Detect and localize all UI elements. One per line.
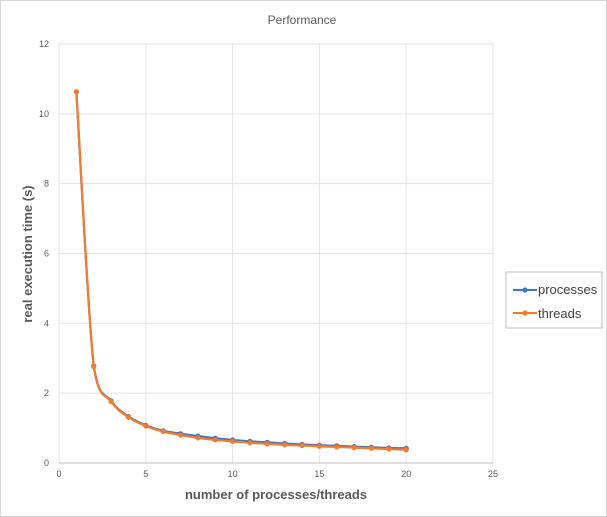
data-point-threads [177,432,184,438]
x-tick-label: 5 [143,469,148,479]
legend-box [505,271,603,329]
legend-processes-label: processes [538,282,598,297]
y-tick-label: 0 [44,458,49,468]
legend-threads-label: threads [538,306,582,321]
legend-processes-marker [522,287,528,293]
data-point-threads [368,445,375,451]
data-point-threads [212,437,218,443]
x-tick-labels: 0 5 10 15 20 25 [56,469,498,479]
data-point-threads [386,446,392,452]
grid-lines [58,43,494,463]
x-tick-label: 20 [401,469,411,479]
chart-title: Performance [268,13,337,27]
x-tick-label: 10 [228,469,238,479]
y-tick-label: 12 [39,39,49,49]
legend: processes threads [505,271,603,329]
y-tick-label: 10 [39,109,49,119]
data-point-threads [91,364,97,370]
x-axis-title: number of processes/threads [185,487,367,502]
x-tick-label: 15 [314,469,324,479]
series-line-processes [75,91,407,450]
y-tick-labels: 0 2 4 6 8 10 12 [39,39,49,468]
x-tick-label: 25 [488,469,498,479]
y-tick-label: 4 [44,318,49,328]
data-point-threads [403,447,409,453]
data-point-threads [264,441,270,447]
data-point-threads [125,414,132,420]
data-point-threads [160,428,166,435]
series-line-threads [75,91,407,451]
x-tick-label: 0 [56,469,61,479]
data-point-threads [282,442,288,448]
data-point-threads [195,435,201,441]
data-point-threads [334,444,340,450]
data-point-threads [351,445,357,451]
y-tick-label: 2 [44,388,49,398]
data-point-threads [247,440,253,446]
data-point-threads [143,423,149,429]
data-point-threads [108,398,114,405]
y-axis-title: real execution time (s) [20,185,35,322]
series-layer [73,89,409,453]
data-point-threads [73,89,79,95]
y-tick-label: 8 [44,179,49,189]
data-point-threads [299,442,305,449]
legend-threads-marker [522,310,528,316]
data-point-threads [230,438,236,444]
data-point-threads [316,443,322,449]
y-tick-label: 6 [44,249,49,259]
